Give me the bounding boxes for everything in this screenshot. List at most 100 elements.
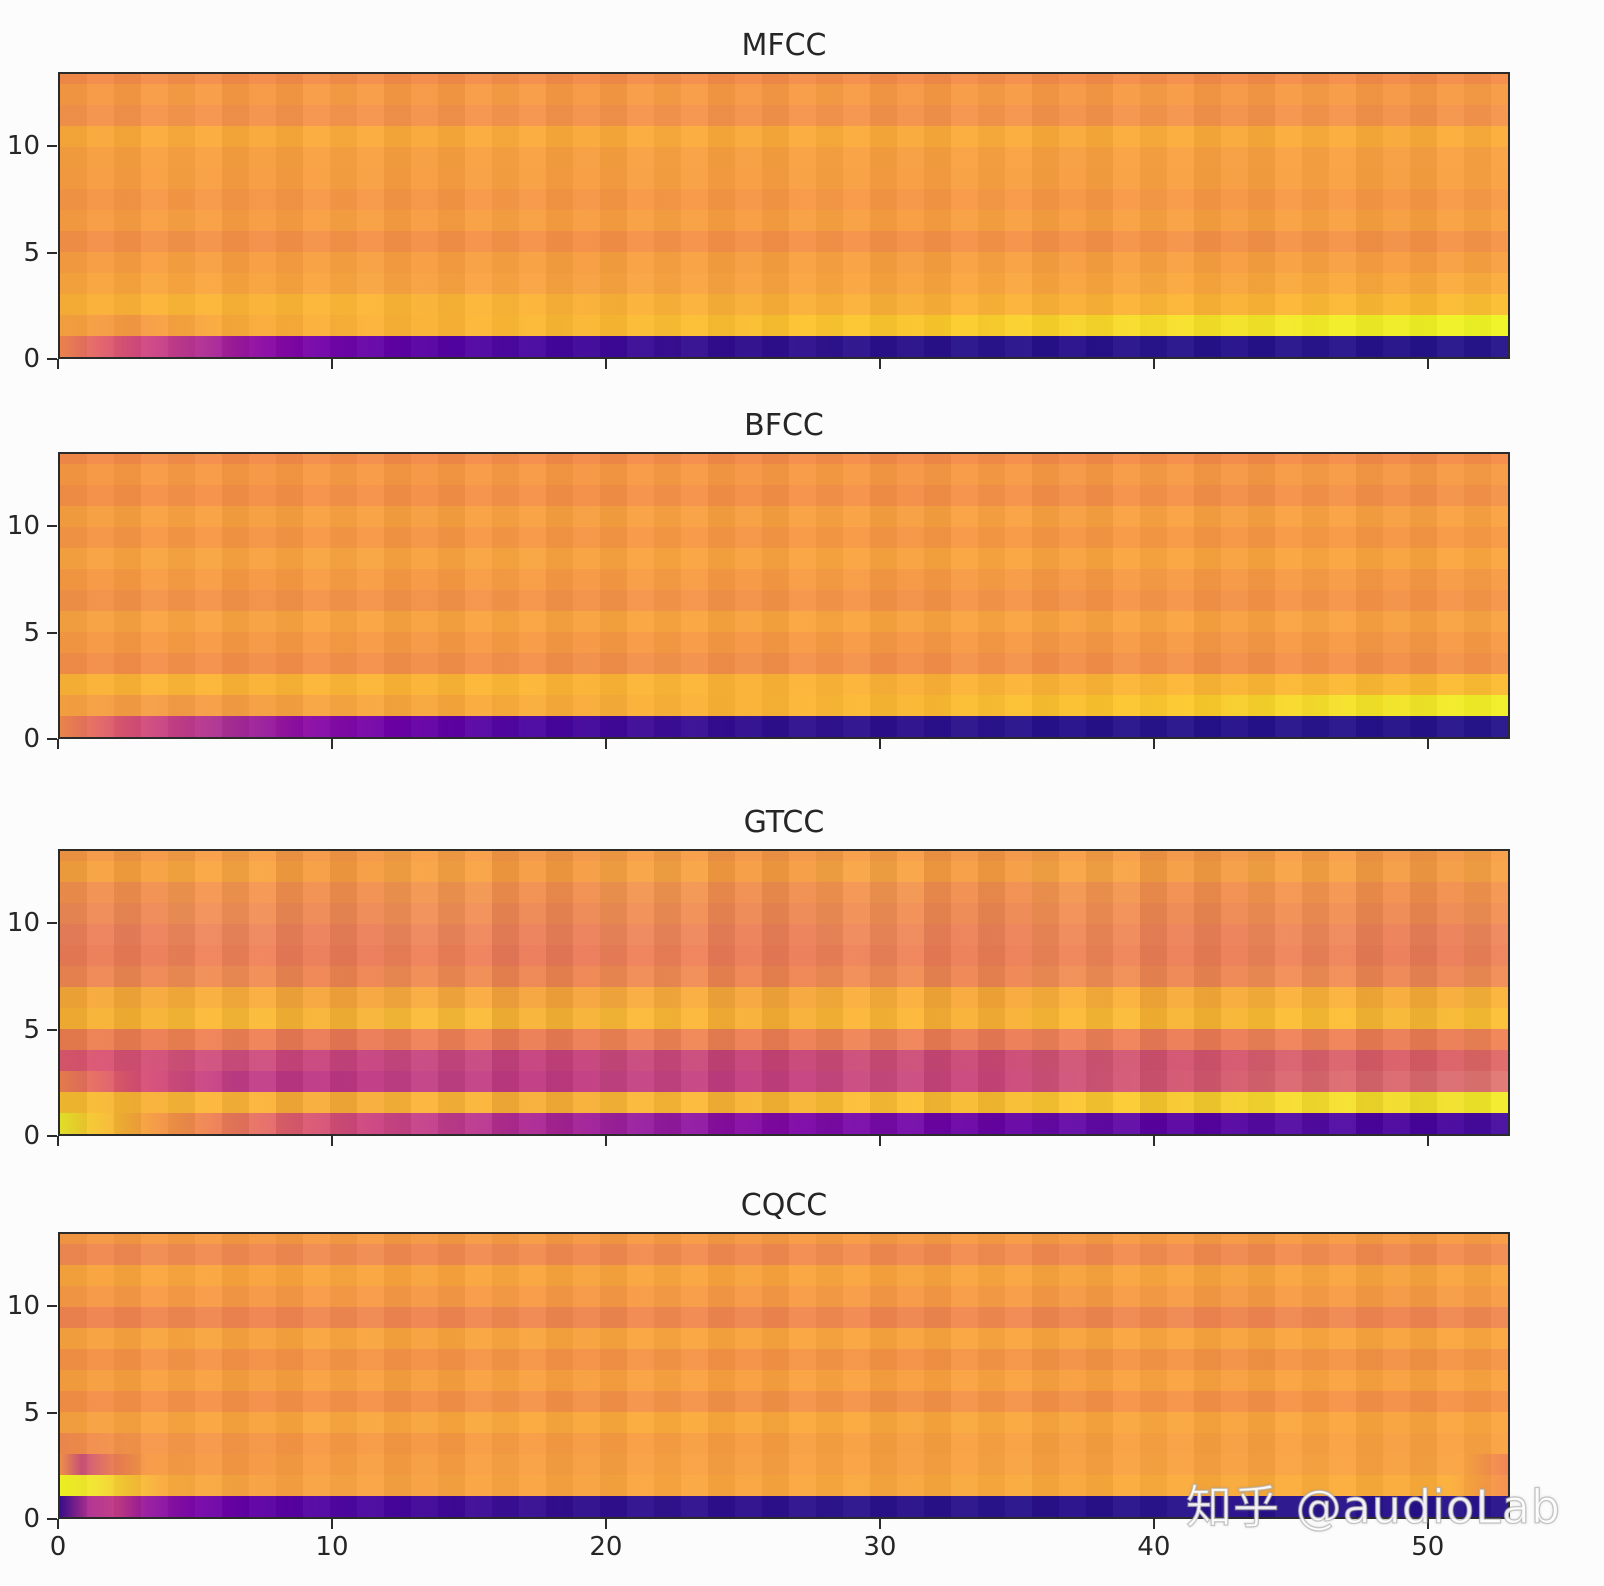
heatmap-row-5 xyxy=(60,1390,1508,1413)
heatmap-row-13 xyxy=(60,1234,1508,1245)
heatmap-row-11 xyxy=(60,104,1508,127)
x-tick-mark-30 xyxy=(878,1136,881,1146)
x-tick-mark-30 xyxy=(878,1519,881,1529)
x-tick-label-20: 20 xyxy=(589,1532,623,1562)
y-tick-label-0: 0 xyxy=(23,1504,40,1534)
heatmap-row-5 xyxy=(60,610,1508,633)
subplot-cqcc: CQCC 0 5 10 0 10 20 30 40 50 xyxy=(0,1184,1604,1561)
column-texture-overlay xyxy=(60,851,1508,1134)
heatmap-row-4 xyxy=(60,251,1508,274)
heatmap-row-5 xyxy=(60,1007,1508,1030)
subplot-bfcc: BFCC 0 5 10 xyxy=(0,404,1604,752)
heatmap-row-4 xyxy=(60,631,1508,654)
heatmap-row-11 xyxy=(60,1264,1508,1287)
heatmap-row-0 xyxy=(60,335,1508,357)
heatmap-row-10 xyxy=(60,1285,1508,1308)
x-tick-mark-40 xyxy=(1152,359,1155,369)
x-tick-mark-40 xyxy=(1152,1136,1155,1146)
y-tick-mark-5 xyxy=(47,1028,57,1031)
heatmap-row-3 xyxy=(60,652,1508,675)
heatmap-row-7 xyxy=(60,568,1508,591)
heatmap-row-0 xyxy=(60,715,1508,737)
y-tick-label-10: 10 xyxy=(6,1291,40,1322)
heatmap-row-13 xyxy=(60,454,1508,465)
heatmap-row-11 xyxy=(60,484,1508,507)
heatmap-row-7 xyxy=(60,1348,1508,1371)
heatmap-row-1 xyxy=(60,1091,1508,1114)
y-tick-mark-0 xyxy=(47,358,57,360)
y-tick-mark-0 xyxy=(47,738,57,740)
y-tick-mark-10 xyxy=(47,922,57,925)
x-tick-mark-0 xyxy=(57,1519,59,1529)
x-tick-mark-20 xyxy=(604,1136,607,1146)
heatmap-row-1 xyxy=(60,694,1508,717)
x-tick-label-0: 0 xyxy=(49,1532,67,1562)
heatmap-row-5 xyxy=(60,230,1508,253)
subplot-mfcc: MFCC 0 5 10 xyxy=(0,24,1604,372)
x-tick-mark-40 xyxy=(1152,739,1155,749)
y-tick-mark-0 xyxy=(47,1135,57,1137)
heatmap-row-8 xyxy=(60,1327,1508,1350)
heatmap-row-0 xyxy=(60,1112,1508,1134)
y-tick-label-0: 0 xyxy=(23,724,40,754)
column-texture-overlay xyxy=(60,74,1508,357)
y-tick-label-5: 5 xyxy=(23,237,40,268)
x-tick-label-30: 30 xyxy=(863,1532,897,1562)
heatmap-row-6 xyxy=(60,986,1508,1009)
x-tick-mark-50 xyxy=(1426,1136,1429,1146)
y-tick-mark-10 xyxy=(47,1305,57,1308)
heatmap-row-1 xyxy=(60,314,1508,337)
heatmap-row-10 xyxy=(60,125,1508,148)
heatmap-row-4 xyxy=(60,1028,1508,1051)
heatmap-row-1 xyxy=(60,1474,1508,1497)
heatmap-row-13 xyxy=(60,851,1508,862)
y-tick-label-0: 0 xyxy=(23,1121,40,1151)
heatmap-plot-bfcc xyxy=(58,452,1510,739)
heatmap-row-13 xyxy=(60,74,1508,85)
x-tick-mark-0 xyxy=(57,1136,59,1146)
y-tick-mark-0 xyxy=(47,1518,57,1520)
x-tick-mark-30 xyxy=(878,359,881,369)
x-tick-mark-10 xyxy=(330,739,333,749)
x-tick-label-50: 50 xyxy=(1411,1532,1445,1562)
heatmap-plot-cqcc xyxy=(58,1232,1510,1519)
x-tick-mark-10 xyxy=(330,1136,333,1146)
heatmap-row-2 xyxy=(60,293,1508,316)
y-tick-mark-10 xyxy=(47,525,57,528)
heatmap-row-11 xyxy=(60,881,1508,904)
heatmap-row-0 xyxy=(60,1495,1508,1517)
heatmap-row-2 xyxy=(60,1453,1508,1476)
y-tick-label-10: 10 xyxy=(6,908,40,939)
x-tick-label-40: 40 xyxy=(1137,1532,1171,1562)
heatmap-row-2 xyxy=(60,673,1508,696)
y-tick-label-0: 0 xyxy=(23,344,40,374)
chart-title-bfcc: BFCC xyxy=(744,408,824,443)
x-tick-label-10: 10 xyxy=(315,1532,349,1562)
y-tick-label-10: 10 xyxy=(6,131,40,162)
y-tick-mark-5 xyxy=(47,251,57,254)
x-tick-mark-20 xyxy=(604,739,607,749)
heatmap-plot-mfcc xyxy=(58,72,1510,359)
x-tick-mark-10 xyxy=(330,359,333,369)
column-texture-overlay xyxy=(60,454,1508,737)
heatmap-row-9 xyxy=(60,923,1508,946)
heatmap-row-3 xyxy=(60,272,1508,295)
heatmap-row-4 xyxy=(60,1411,1508,1434)
heatmap-row-7 xyxy=(60,188,1508,211)
watermark-text: 知乎 @audioLab xyxy=(1185,1480,1562,1534)
y-tick-mark-10 xyxy=(47,145,57,148)
heatmap-row-8 xyxy=(60,547,1508,570)
chart-title-mfcc: MFCC xyxy=(741,28,827,63)
heatmap-row-10 xyxy=(60,902,1508,925)
heatmap-row-9 xyxy=(60,146,1508,169)
heatmap-row-9 xyxy=(60,526,1508,549)
x-tick-mark-20 xyxy=(604,359,607,369)
heatmap-row-12 xyxy=(60,860,1508,883)
heatmap-row-3 xyxy=(60,1432,1508,1455)
y-tick-label-10: 10 xyxy=(6,511,40,542)
heatmap-plot-gtcc xyxy=(58,849,1510,1136)
x-tick-mark-30 xyxy=(878,739,881,749)
x-tick-mark-0 xyxy=(57,739,59,749)
heatmap-row-10 xyxy=(60,505,1508,528)
heatmap-row-8 xyxy=(60,167,1508,190)
